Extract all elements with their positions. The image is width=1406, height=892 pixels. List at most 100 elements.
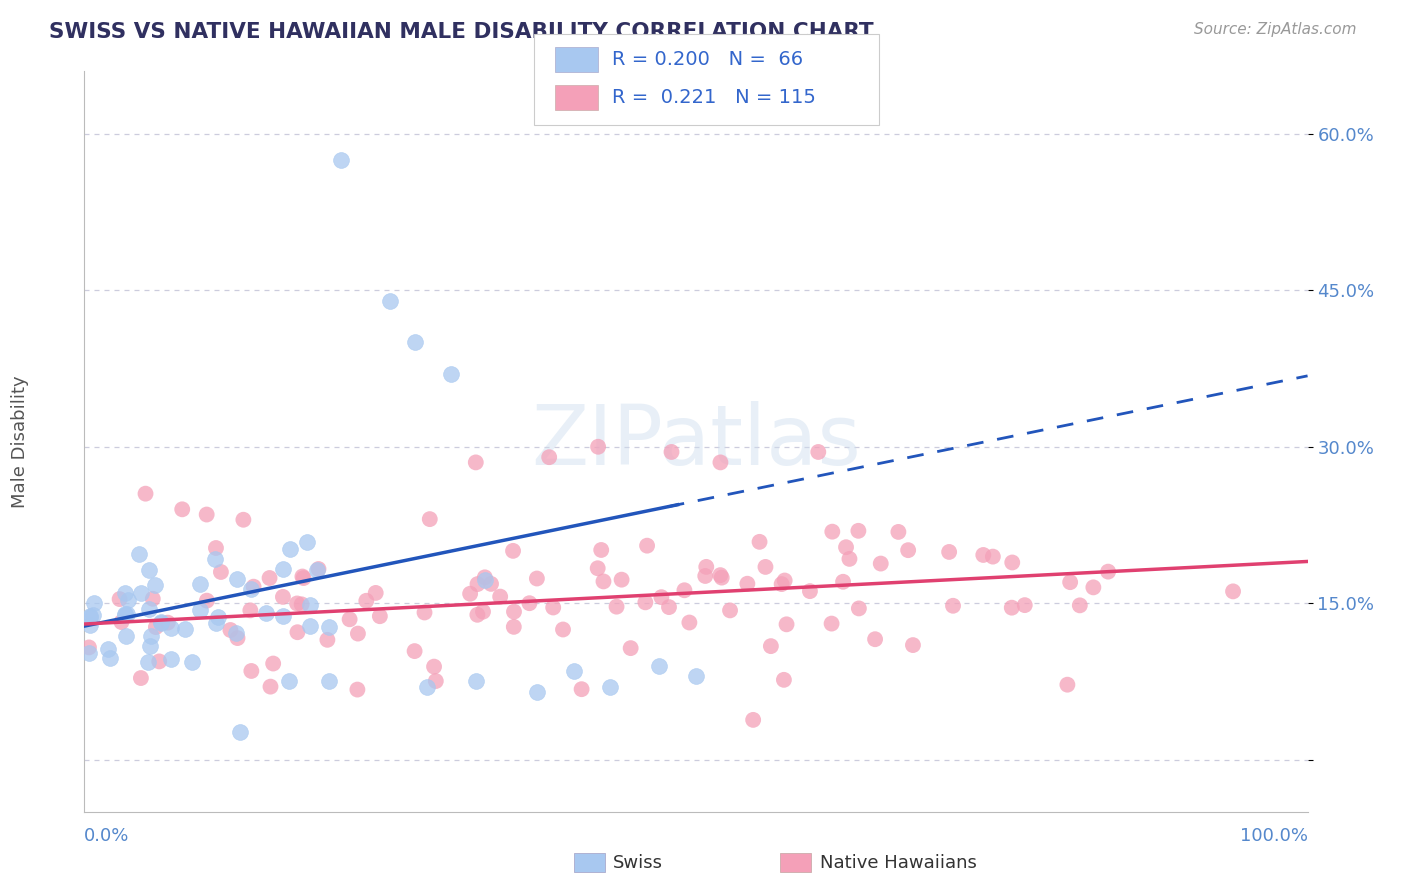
Point xyxy=(271,590,294,604)
Point xyxy=(981,549,1004,564)
Point xyxy=(695,569,717,583)
Point xyxy=(538,450,561,465)
Point xyxy=(77,640,100,655)
Point xyxy=(423,659,446,673)
Point xyxy=(110,615,132,629)
Point xyxy=(114,607,136,621)
Point xyxy=(472,605,495,619)
Point xyxy=(710,571,733,585)
Point xyxy=(467,577,489,591)
Point xyxy=(207,610,229,624)
Point xyxy=(131,585,153,599)
Point xyxy=(1083,580,1105,594)
Text: Male Disability: Male Disability xyxy=(11,376,30,508)
Point xyxy=(586,440,609,454)
Point xyxy=(821,524,844,539)
Point xyxy=(115,607,138,621)
Point xyxy=(316,632,339,647)
Point xyxy=(1001,556,1024,570)
Point xyxy=(278,542,301,557)
Point xyxy=(254,606,277,620)
Point xyxy=(239,603,262,617)
Point xyxy=(673,583,696,598)
Point xyxy=(138,602,160,616)
Point xyxy=(298,599,321,613)
Point xyxy=(526,685,548,699)
Point xyxy=(172,502,194,516)
Point xyxy=(330,153,353,167)
Point xyxy=(503,605,526,619)
Point xyxy=(636,539,658,553)
Point xyxy=(298,619,321,633)
Point xyxy=(586,561,609,575)
Point xyxy=(807,445,830,459)
Point xyxy=(347,626,370,640)
Point xyxy=(832,574,855,589)
Point xyxy=(318,620,340,634)
Point xyxy=(291,569,314,583)
Point xyxy=(661,445,683,459)
Point xyxy=(225,626,247,640)
Point xyxy=(551,623,574,637)
Point xyxy=(150,615,173,630)
Point xyxy=(748,534,770,549)
Point xyxy=(195,593,218,607)
Point xyxy=(188,576,211,591)
Point xyxy=(97,642,120,657)
Point xyxy=(474,573,496,587)
Point xyxy=(648,658,671,673)
Point xyxy=(240,664,263,678)
Text: ZIPatlas: ZIPatlas xyxy=(531,401,860,482)
Point xyxy=(368,609,391,624)
Point xyxy=(416,680,439,694)
Point xyxy=(242,580,264,594)
Point xyxy=(148,654,170,668)
Point xyxy=(205,616,228,631)
Point xyxy=(138,656,160,670)
Point xyxy=(139,640,162,654)
Point xyxy=(467,607,489,622)
Text: Native Hawaiians: Native Hawaiians xyxy=(820,854,977,871)
Point xyxy=(226,631,249,645)
Point xyxy=(835,540,858,554)
Point xyxy=(502,620,524,634)
Point xyxy=(307,563,329,577)
Point xyxy=(404,335,426,350)
Point xyxy=(287,625,309,640)
Point xyxy=(685,669,707,683)
Point xyxy=(117,593,139,607)
Point xyxy=(108,592,131,607)
Point xyxy=(972,548,994,562)
Point xyxy=(259,680,281,694)
Point xyxy=(742,713,765,727)
Point xyxy=(419,512,441,526)
Point xyxy=(225,572,247,586)
Point xyxy=(709,455,731,469)
Point xyxy=(599,680,621,694)
Point xyxy=(219,623,242,637)
Point xyxy=(1097,565,1119,579)
Point xyxy=(308,562,330,576)
Point xyxy=(709,568,731,582)
Point xyxy=(737,576,759,591)
Point xyxy=(285,597,308,611)
Point xyxy=(620,641,643,656)
Point xyxy=(239,582,262,596)
Point xyxy=(519,596,541,610)
Point xyxy=(1001,600,1024,615)
Point xyxy=(145,620,167,634)
Point xyxy=(271,608,294,623)
Point xyxy=(339,612,361,626)
Point xyxy=(1069,599,1091,613)
Point xyxy=(204,552,226,566)
Text: 100.0%: 100.0% xyxy=(1240,828,1308,846)
Point xyxy=(209,565,232,579)
Text: R = 0.200   N =  66: R = 0.200 N = 66 xyxy=(612,50,803,70)
Point xyxy=(562,664,585,678)
Text: Swiss: Swiss xyxy=(613,854,664,871)
Point xyxy=(489,590,512,604)
Point xyxy=(897,543,920,558)
Point xyxy=(114,629,136,643)
Point xyxy=(346,682,368,697)
Point xyxy=(658,600,681,615)
